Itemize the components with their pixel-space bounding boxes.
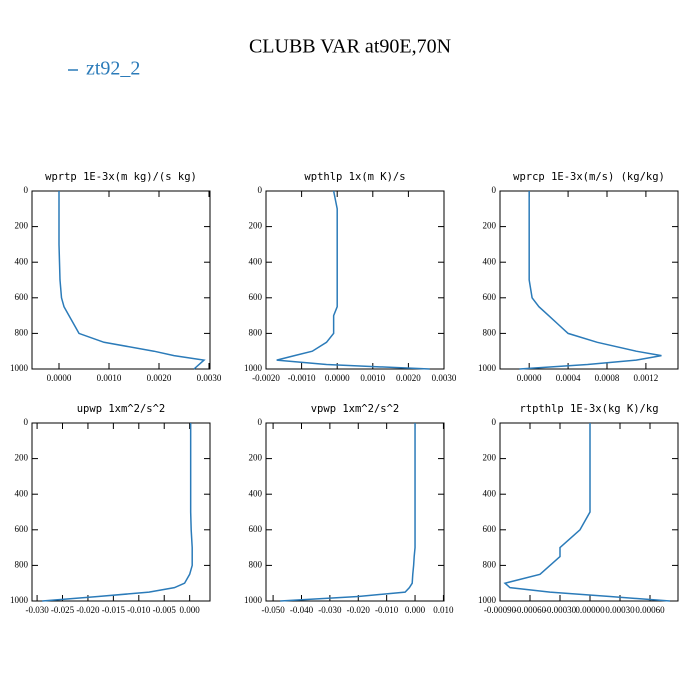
y-tick-label: 400 [483, 488, 497, 498]
x-tick-label: 0.0010 [97, 373, 122, 383]
x-tick-label: -0.020 [76, 605, 100, 615]
x-tick-label: -0.025 [51, 605, 75, 615]
x-tick-label: 0.0000 [325, 373, 350, 383]
x-tick-label: -0.0020 [252, 373, 280, 383]
y-tick-label: 200 [249, 453, 263, 463]
x-tick-label: 0.0020 [396, 373, 421, 383]
x-tick-label: -0.0010 [288, 373, 316, 383]
profile-line [280, 423, 416, 602]
y-tick-label: 400 [15, 488, 29, 498]
y-tick-label: 400 [15, 256, 29, 266]
y-tick-label: 200 [249, 221, 263, 231]
y-tick-label: 0 [24, 185, 29, 195]
y-tick-label: 600 [483, 524, 497, 534]
x-tick-label: -0.040 [290, 605, 314, 615]
y-tick-label: 1000 [10, 595, 29, 605]
panel-title: vpwp 1xm^2/s^2 [311, 403, 400, 415]
x-tick-label: 0.0000 [47, 373, 72, 383]
y-tick-label: 0 [258, 417, 263, 427]
profile-line [503, 423, 671, 602]
plot-frame [499, 190, 679, 370]
y-tick-label: 800 [483, 327, 497, 337]
y-tick-label: 1000 [244, 363, 263, 373]
x-tick-label: -0.00060 [514, 605, 547, 615]
page-title: CLUBB VAR at90E,70N [249, 36, 451, 58]
y-tick-label: 0 [24, 417, 29, 427]
y-tick-label: 800 [249, 327, 263, 337]
y-tick-label: 800 [483, 559, 497, 569]
plot-frame [499, 422, 679, 602]
y-tick-label: 1000 [478, 595, 497, 605]
profile-line [58, 191, 206, 370]
x-tick-label: 0.00060 [635, 605, 665, 615]
plot-frame [31, 190, 211, 370]
profile-line [42, 423, 193, 602]
x-tick-label: -0.030 [318, 605, 342, 615]
x-tick-label: -0.010 [375, 605, 399, 615]
x-tick-label: -0.00030 [544, 605, 577, 615]
x-tick-label: -0.020 [347, 605, 371, 615]
y-tick-label: 1000 [244, 595, 263, 605]
x-tick-label: 0.0030 [432, 373, 457, 383]
y-tick-label: 0 [492, 185, 497, 195]
x-tick-label: 0.0030 [197, 373, 222, 383]
profile-line [276, 190, 430, 370]
x-tick-label: 0.0020 [147, 373, 172, 383]
y-tick-label: 800 [15, 327, 29, 337]
y-tick-label: 1000 [10, 363, 29, 373]
x-tick-label: 0.010 [433, 605, 454, 615]
panel-title: wpthlp 1x(m K)/s [304, 171, 405, 183]
y-tick-label: 600 [15, 524, 29, 534]
y-tick-label: 200 [15, 453, 29, 463]
x-tick-label: -0.015 [102, 605, 126, 615]
x-tick-label: 0.0012 [634, 373, 659, 383]
y-tick-label: 800 [15, 559, 29, 569]
panel-title: rtpthlp 1E-3x(kg K)/kg [519, 403, 658, 415]
y-tick-label: 400 [249, 256, 263, 266]
y-tick-label: 0 [258, 185, 263, 195]
x-tick-label: 0.0000 [517, 373, 542, 383]
y-tick-label: 600 [249, 524, 263, 534]
plot-frame [265, 190, 445, 370]
legend-label: zt92_2 [86, 58, 140, 80]
panel-title: wprtp 1E-3x(m kg)/(s kg) [45, 171, 197, 183]
y-tick-label: 400 [249, 488, 263, 498]
plot-frame [31, 422, 211, 602]
x-tick-label: -0.050 [261, 605, 285, 615]
plot-frame [265, 422, 445, 602]
y-tick-label: 400 [483, 256, 497, 266]
x-tick-label: 0.00000 [575, 605, 605, 615]
y-tick-label: 600 [483, 292, 497, 302]
y-tick-label: 600 [15, 292, 29, 302]
x-tick-label: 0.0008 [595, 373, 620, 383]
profile-line [519, 191, 662, 370]
x-tick-label: 0.00030 [605, 605, 635, 615]
x-tick-label: -0.005 [153, 605, 177, 615]
x-tick-label: -0.00090 [484, 605, 517, 615]
x-tick-label: 0.000 [405, 605, 426, 615]
y-tick-label: 200 [483, 221, 497, 231]
y-tick-label: 200 [483, 453, 497, 463]
y-tick-label: 200 [15, 221, 29, 231]
x-tick-label: 0.0004 [556, 373, 581, 383]
panel-title: wprcp 1E-3x(m/s) (kg/kg) [513, 171, 665, 183]
y-tick-label: 800 [249, 559, 263, 569]
y-tick-label: 0 [492, 417, 497, 427]
x-tick-label: 0.0010 [360, 373, 385, 383]
x-tick-label: -0.030 [25, 605, 49, 615]
x-tick-label: 0.000 [180, 605, 201, 615]
y-tick-label: 1000 [478, 363, 497, 373]
x-tick-label: -0.010 [127, 605, 151, 615]
panel-title: upwp 1xm^2/s^2 [77, 403, 166, 415]
y-tick-label: 600 [249, 292, 263, 302]
